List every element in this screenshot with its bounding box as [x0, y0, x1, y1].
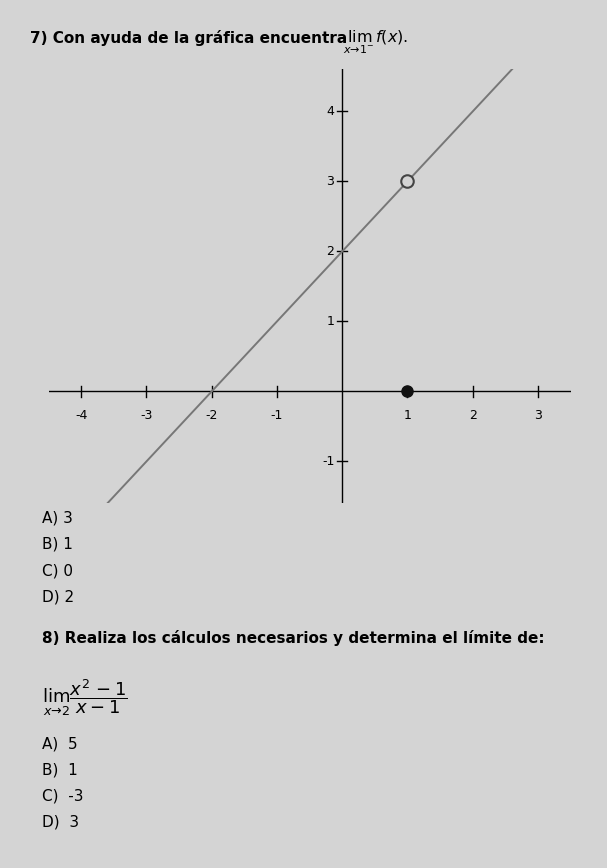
Text: -2: -2 — [206, 409, 218, 422]
Text: 2: 2 — [327, 245, 334, 258]
Text: 3: 3 — [534, 409, 542, 422]
Text: 3: 3 — [327, 175, 334, 188]
Text: C) 0: C) 0 — [42, 563, 73, 578]
Text: 2: 2 — [469, 409, 476, 422]
Text: B)  1: B) 1 — [42, 762, 78, 777]
Text: 1: 1 — [327, 315, 334, 328]
Text: B) 1: B) 1 — [42, 537, 73, 552]
Text: -3: -3 — [140, 409, 152, 422]
Text: 4: 4 — [327, 105, 334, 118]
Text: 8) Realiza los cálculos necesarios y determina el límite de:: 8) Realiza los cálculos necesarios y det… — [42, 630, 545, 647]
Text: $\lim_{x \to 1^{-}} f(x).$: $\lim_{x \to 1^{-}} f(x).$ — [343, 29, 408, 56]
Text: -1: -1 — [322, 455, 334, 468]
Text: -1: -1 — [271, 409, 283, 422]
Text: A) 3: A) 3 — [42, 510, 73, 526]
Text: 7) Con ayuda de la gráfica encuentra: 7) Con ayuda de la gráfica encuentra — [30, 30, 353, 46]
Text: -4: -4 — [75, 409, 87, 422]
Text: $\lim_{x \to 2} \dfrac{x^2-1}{x-1}$: $\lim_{x \to 2} \dfrac{x^2-1}{x-1}$ — [42, 678, 129, 718]
Text: A)  5: A) 5 — [42, 736, 78, 751]
Text: D)  3: D) 3 — [42, 815, 80, 830]
Text: D) 2: D) 2 — [42, 589, 75, 604]
Text: C)  -3: C) -3 — [42, 788, 84, 804]
Text: 1: 1 — [404, 409, 412, 422]
